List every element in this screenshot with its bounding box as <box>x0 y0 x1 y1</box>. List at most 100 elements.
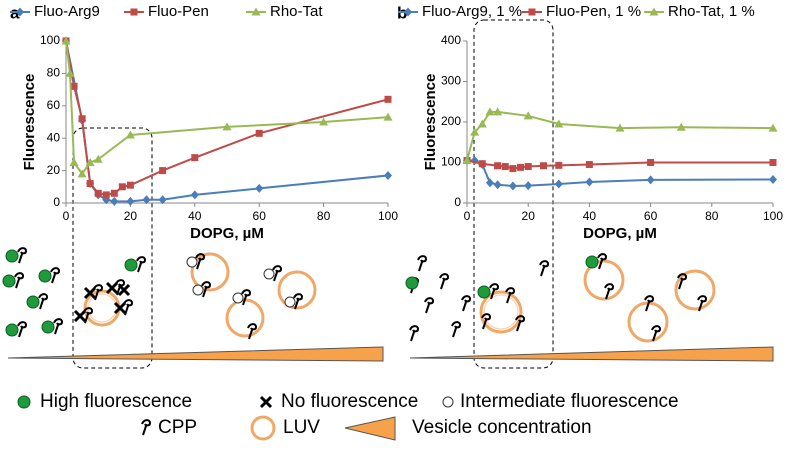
marker <box>585 161 593 169</box>
legend-label: Fluo-Pen <box>148 3 209 20</box>
x-tick-label: 20 <box>522 209 536 223</box>
marker <box>554 119 564 128</box>
y-tick-label: 20 <box>47 163 61 177</box>
marker <box>524 181 533 191</box>
wedge <box>409 346 774 362</box>
marker <box>110 196 119 206</box>
x-tick-label: 100 <box>378 209 398 223</box>
x-tick-label: 0 <box>63 209 70 223</box>
schematic-b <box>405 253 716 343</box>
marker <box>86 180 94 188</box>
y-tick-label: 40 <box>47 130 61 144</box>
marker <box>93 154 103 163</box>
x-axis-label: DOPG, µM <box>583 225 657 242</box>
legend-text: Intermediate fluorescence <box>460 391 679 412</box>
marker <box>647 159 655 166</box>
legend-marker <box>528 8 536 16</box>
legend-label: Fluo-Arg9 <box>34 3 100 20</box>
wedge <box>7 346 384 362</box>
marker <box>319 117 329 126</box>
legend-text: Vesicle concentration <box>412 417 592 438</box>
marker <box>159 167 167 175</box>
marker <box>540 162 547 170</box>
x-tick-label: 100 <box>763 209 783 223</box>
marker <box>615 123 625 132</box>
marker <box>191 154 199 162</box>
marker <box>646 175 655 185</box>
series-line <box>466 110 774 161</box>
marker <box>384 95 392 103</box>
marker <box>485 178 494 188</box>
legend-icon <box>259 395 273 409</box>
legend-text: No fluorescence <box>281 391 418 412</box>
marker <box>769 159 777 166</box>
marker <box>78 115 86 123</box>
legend-label: Fluo-Pen, 1 % <box>546 3 641 20</box>
x-axis-label: DOPG, µM <box>190 225 264 242</box>
legend-text: LUV <box>283 417 320 438</box>
marker <box>523 111 533 120</box>
marker <box>517 163 525 171</box>
marker <box>142 195 151 205</box>
y-axis-label: Fluorescence <box>422 74 439 171</box>
marker <box>102 191 110 199</box>
legend-label: Rho-Tat <box>270 3 323 20</box>
marker <box>470 127 480 136</box>
marker <box>69 158 79 166</box>
y-tick-label: 400 <box>441 33 461 47</box>
legend-marker <box>130 8 138 16</box>
highlight-box <box>473 19 554 369</box>
marker <box>462 155 472 164</box>
marker <box>554 179 563 189</box>
y-tick-label: 300 <box>441 74 461 88</box>
x-tick-label: 80 <box>705 209 719 223</box>
marker <box>769 175 777 185</box>
y-tick-label: 60 <box>47 98 61 112</box>
x-tick-label: 20 <box>124 209 138 223</box>
marker <box>485 107 495 116</box>
marker <box>85 158 95 166</box>
marker <box>190 190 199 200</box>
x-tick-label: 80 <box>317 209 331 223</box>
marker <box>494 162 502 170</box>
marker <box>383 112 393 121</box>
marker <box>94 189 102 197</box>
legend-icon <box>250 415 276 441</box>
marker <box>110 189 118 197</box>
marker <box>65 68 75 77</box>
marker <box>508 181 517 191</box>
marker <box>70 82 78 90</box>
schematic-a <box>2 247 317 340</box>
marker <box>77 169 87 178</box>
legend-icon <box>141 419 151 436</box>
marker <box>384 170 392 180</box>
x-tick-label: 40 <box>188 209 202 223</box>
legend-icon <box>344 416 396 441</box>
legend-marker <box>16 7 24 17</box>
y-tick-label: 200 <box>441 114 461 128</box>
x-tick-label: 40 <box>583 209 597 223</box>
marker <box>118 183 126 191</box>
marker <box>768 123 778 132</box>
series-line <box>65 40 389 196</box>
legend-text: High fluorescence <box>40 391 192 412</box>
y-tick-label: 100 <box>441 155 461 169</box>
marker <box>676 122 686 131</box>
y-tick-label: 0 <box>454 195 461 209</box>
y-tick-label: 80 <box>47 66 61 80</box>
marker <box>222 122 232 131</box>
marker <box>493 107 503 116</box>
marker <box>585 177 594 187</box>
legend-marker <box>404 7 412 17</box>
legend-icon <box>17 395 31 409</box>
legend-label: Fluo-Arg9, 1 % <box>422 3 522 20</box>
y-axis-label: Fluorescence <box>21 74 38 171</box>
highlight-box <box>72 127 153 369</box>
legend-marker <box>649 7 659 16</box>
legend-text: CPP <box>158 417 197 438</box>
y-tick-label: 0 <box>53 195 60 209</box>
marker <box>509 165 517 173</box>
y-tick-label: 100 <box>40 33 60 47</box>
marker <box>61 36 71 45</box>
